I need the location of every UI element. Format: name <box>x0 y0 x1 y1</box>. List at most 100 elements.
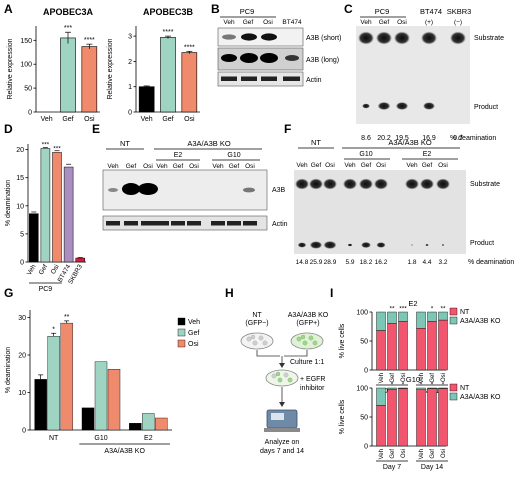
group-label: PC9 <box>39 286 53 293</box>
dish-ko <box>290 332 324 350</box>
significance-stars: ** <box>389 306 395 313</box>
x-tick-label: Veh <box>379 373 385 383</box>
x-tick-label: Gef <box>38 263 49 276</box>
significance-stars: *** <box>42 141 50 148</box>
blot-b-band <box>241 33 257 41</box>
blot-e-lane-label: Gef <box>173 163 184 170</box>
substrate-spot <box>374 178 388 190</box>
x-tick-label: Osi <box>84 116 95 123</box>
y-tick-label: 0 <box>22 428 26 435</box>
bar <box>107 369 121 431</box>
product-spot <box>323 241 337 249</box>
arrow-merge-right <box>284 350 308 357</box>
gel-f-lane-label: Veh <box>344 162 356 169</box>
schematic-step3b: days 7 and 14 <box>260 448 304 455</box>
bar <box>138 86 155 113</box>
y-tick-label: 100 <box>356 310 368 317</box>
actin-band <box>243 221 257 226</box>
chart-apobec3a: APOBEC3A Relative expression 0 50 100 150 Veh *… <box>7 7 100 123</box>
substrate-spot <box>394 31 410 45</box>
x-tick-label: Gef <box>390 373 396 383</box>
product-spot <box>376 242 386 248</box>
gel-f-lane-label: Osi <box>376 162 386 169</box>
bar-nt <box>427 388 437 447</box>
blot-e-group-nt: NT <box>120 139 130 148</box>
blot-e-group-ko: A3A/A3B KO <box>187 139 231 148</box>
day-label: Day 7 <box>383 464 401 471</box>
x-tick-label: Gef <box>430 449 436 459</box>
gel-c: PC9 BT474 SKBR3 Veh Gef Osi (+) (−) Subs… <box>356 7 504 142</box>
y-axis-label: % deamination <box>5 347 12 393</box>
schematic-nt-sub: (GFP−) <box>245 320 268 327</box>
gel-f-lane-label: Osi <box>438 162 448 169</box>
actin-band <box>187 221 201 226</box>
blot-e-clone-g10: G10 <box>227 152 240 159</box>
y-tick-label: 0 <box>20 260 24 267</box>
gel-c-group-pc9: PC9 <box>375 7 390 16</box>
y-tick-label: 0 <box>364 368 368 375</box>
dish-nt <box>240 332 274 350</box>
y-tick-label: 20 <box>16 147 24 154</box>
bar <box>155 417 168 431</box>
bar <box>60 37 76 113</box>
western-blot-e: NT A3A/A3B KO E2 G10 Veh Gef Osi Veh Gef Osi V… <box>102 139 288 231</box>
schematic-step3: Analyze on <box>265 439 300 446</box>
significance-stars: * <box>420 382 423 389</box>
bar <box>40 148 51 263</box>
legend-swatch <box>177 328 186 337</box>
y-axis-label: % live cells <box>339 399 346 434</box>
y-tick-label: 0 <box>28 110 32 117</box>
bar-nt <box>427 321 437 371</box>
blot-b-lane-veh: Veh <box>223 19 235 26</box>
blot-b-strip-actin <box>217 71 304 87</box>
blot-e-band <box>138 183 158 195</box>
y-tick-label: 5 <box>20 231 24 238</box>
product-spot <box>362 103 370 109</box>
gel-f-lane-label: Gef <box>422 162 433 169</box>
y-axis-label: Relative expression <box>7 38 14 99</box>
blot-b-band <box>283 76 300 81</box>
blot-b-band <box>221 54 237 62</box>
product-spot <box>395 102 409 110</box>
y-tick-label: 0 <box>364 444 368 451</box>
x-tick-label: Veh <box>419 449 425 459</box>
flow-cytometer-screen <box>271 413 284 420</box>
x-tick-label: Gef <box>390 449 396 459</box>
blot-e-clone-e2: E2 <box>174 152 183 159</box>
bar <box>60 322 73 431</box>
blot-b-lane-osi: Osi <box>263 19 273 26</box>
product-spot <box>347 243 353 247</box>
gel-c-group-skbr3: SKBR3 <box>447 7 472 16</box>
gel-c-lane-gef: Gef <box>379 19 390 26</box>
panel-label-g: G <box>4 286 13 300</box>
blot-e-lane-label: Osi <box>245 163 255 170</box>
gel-f-group-ko: A3A/A3B KO <box>388 138 432 147</box>
bar-nt <box>416 328 426 371</box>
y-tick-label: 1 <box>128 84 132 91</box>
gel-c-deamination-label: % deamination <box>450 135 496 142</box>
legend-label: NT <box>460 309 470 316</box>
bar <box>75 257 85 263</box>
product-spot <box>411 244 413 246</box>
gel-c-background <box>356 26 470 124</box>
blot-b-band <box>241 76 257 81</box>
significance-stars: *** <box>64 25 72 32</box>
y-tick-label: 50 <box>360 339 368 346</box>
dish-mixed <box>265 369 299 387</box>
blot-e-band <box>243 187 255 193</box>
bar-nt <box>398 321 408 371</box>
bar <box>29 213 39 263</box>
gel-f-lane-label: Veh <box>296 162 308 169</box>
day-label: Day 14 <box>421 464 443 471</box>
panel-label-c: C <box>344 2 353 16</box>
blot-e-band <box>108 188 118 192</box>
bar <box>94 361 108 431</box>
significance-stars: ** <box>440 306 446 313</box>
y-tick-label: 10 <box>16 203 24 210</box>
blot-b-band <box>222 34 236 40</box>
legend-label: Veh <box>188 319 200 326</box>
legend-label: Osi <box>188 341 199 348</box>
blot-e-lane-label: Veh <box>156 163 168 170</box>
legend-label: A3A/A3B KO <box>460 394 501 401</box>
